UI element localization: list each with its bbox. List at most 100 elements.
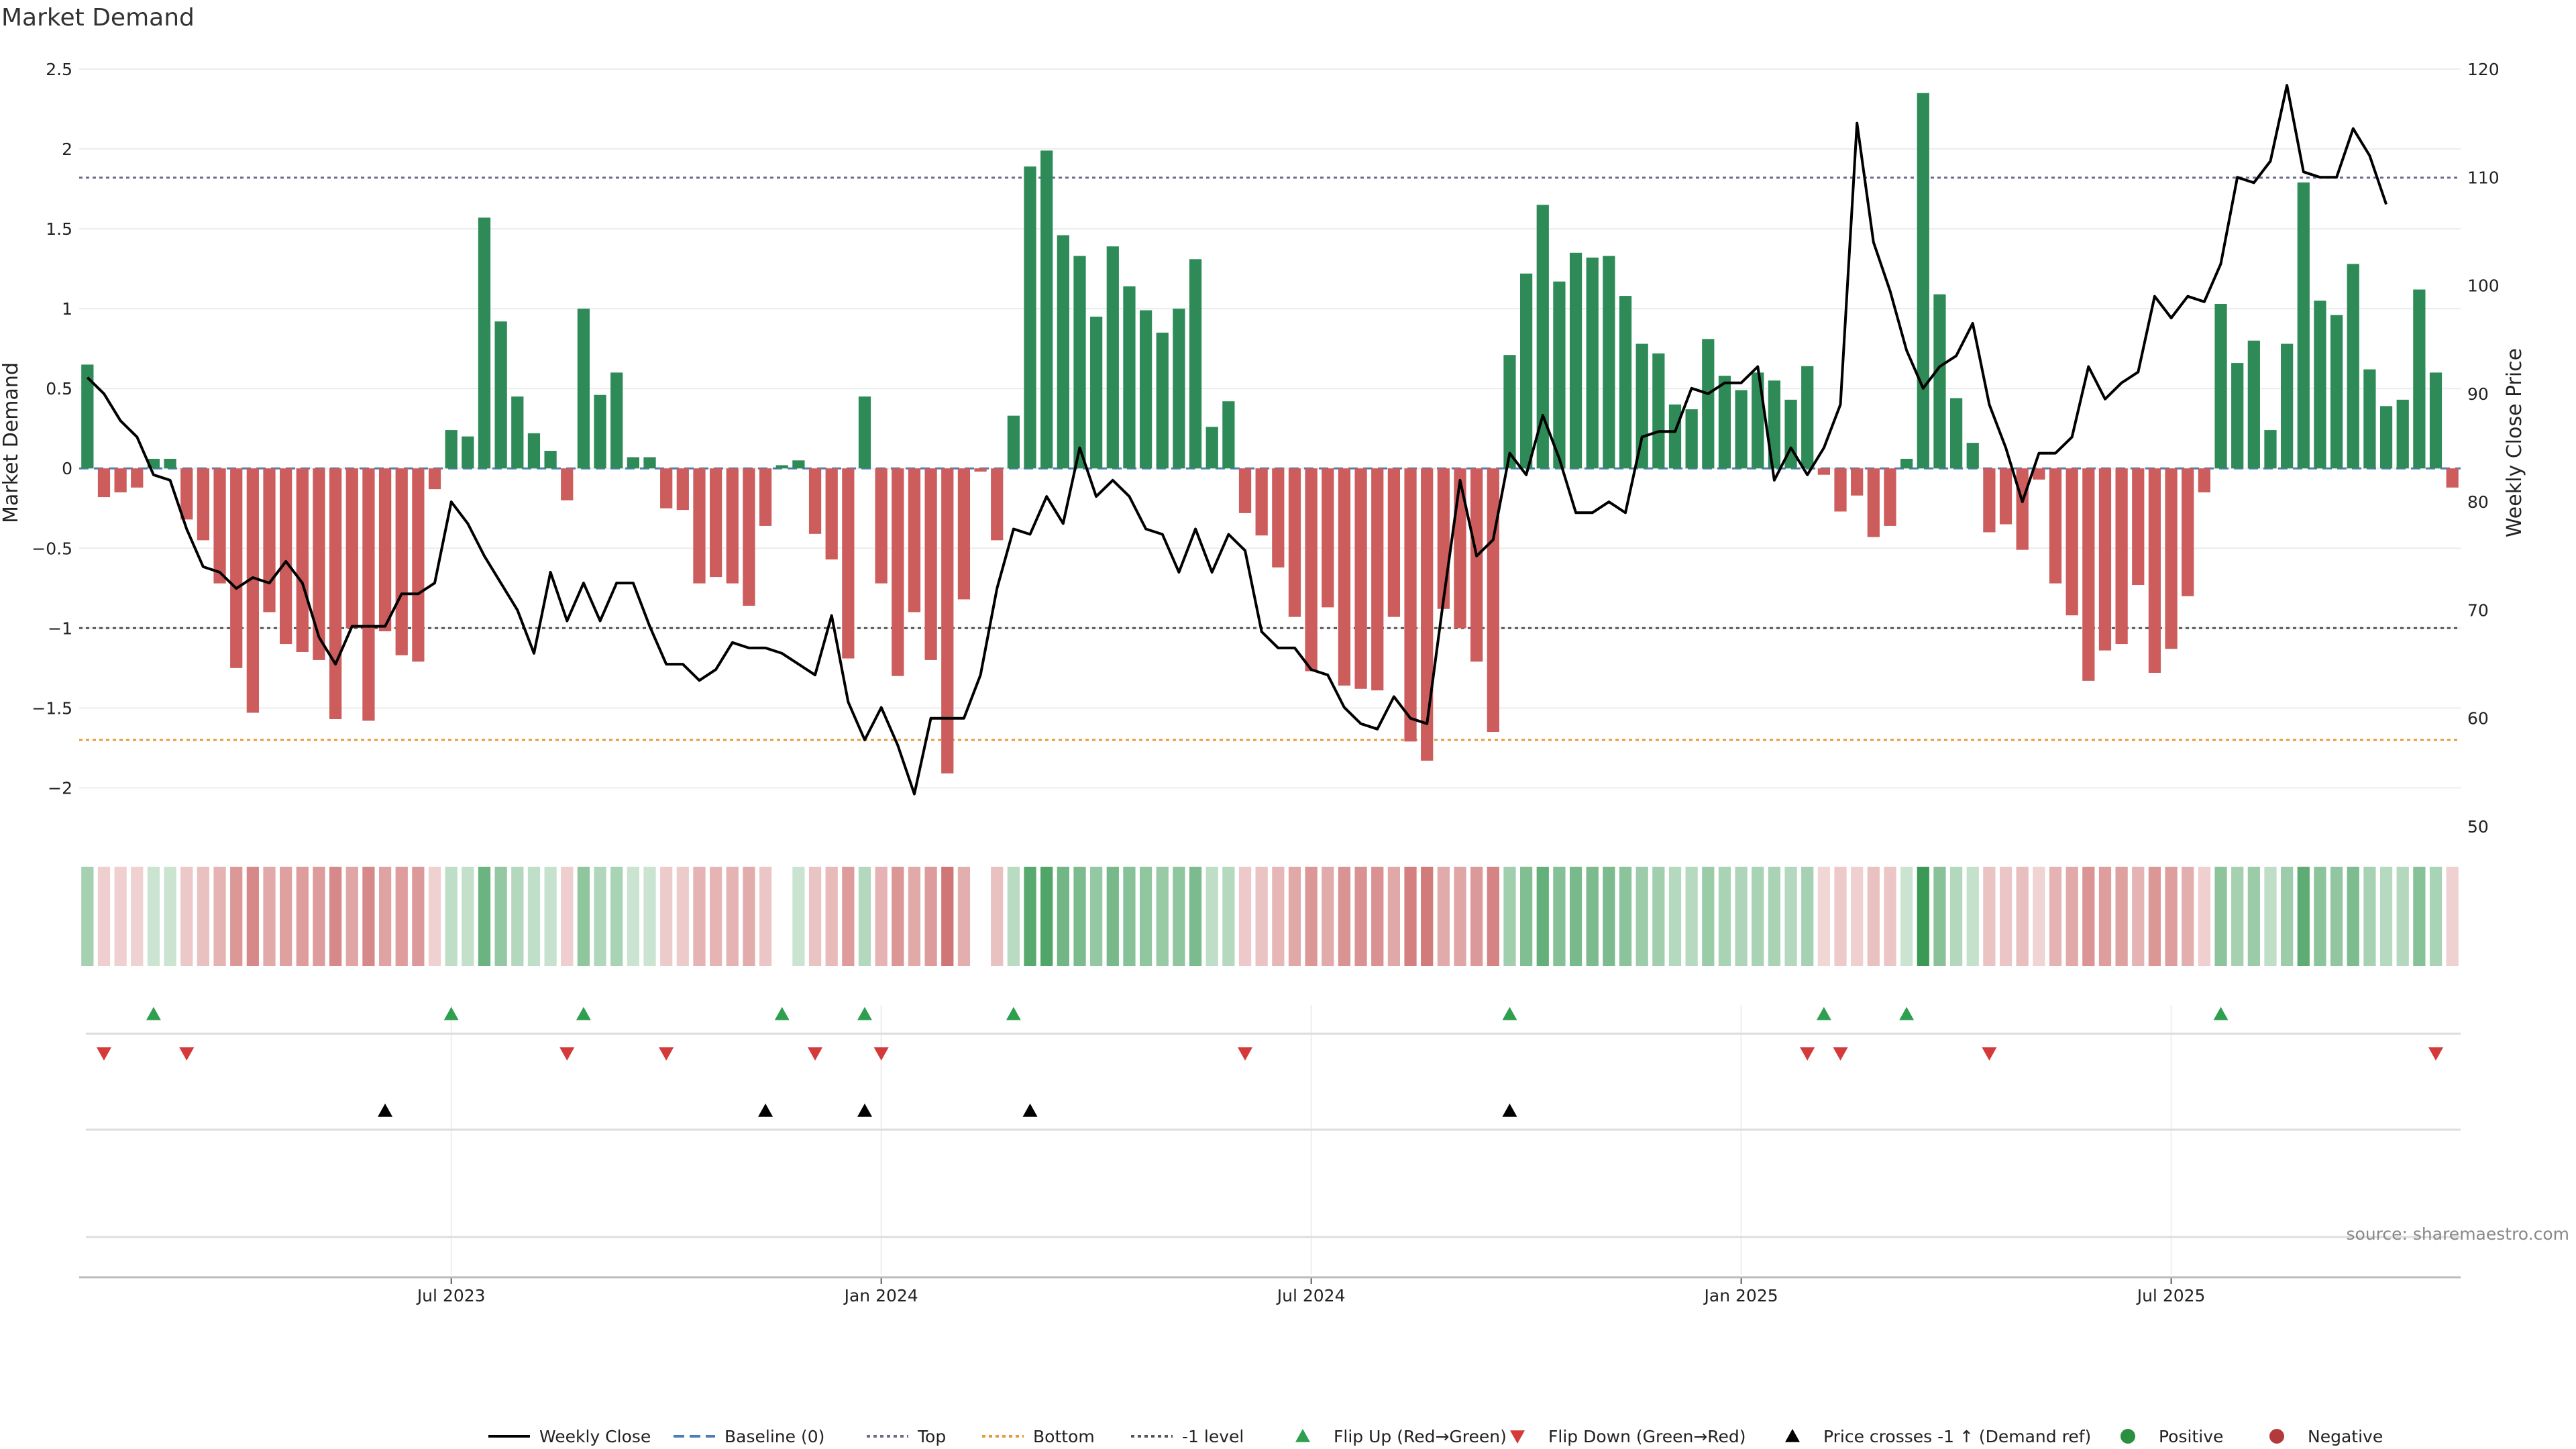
strength-cell [2082, 867, 2095, 966]
demand-bar [2379, 406, 2393, 469]
demand-bar [213, 468, 226, 584]
signal-panels [86, 1005, 2461, 1275]
strength-cell [1553, 867, 1566, 966]
legend-label: Flip Down (Green→Red) [1548, 1427, 1746, 1446]
strength-cell [1933, 867, 1946, 966]
right-y-axis: 120 110 100 90 80 70 60 50 [2467, 60, 2500, 837]
strength-cell [1288, 867, 1301, 966]
strength-cell [1007, 867, 1020, 966]
reference-lines [79, 176, 2461, 741]
price-cross-marker [1022, 1104, 1038, 1117]
legend-item-price-cross: Price crosses -1 ↑ (Demand ref) [1785, 1427, 2091, 1446]
demand-bar [2297, 182, 2310, 469]
strength-cell [1685, 867, 1698, 966]
strength-cell [610, 867, 623, 966]
strength-cell [2148, 867, 2161, 966]
price-series [86, 84, 2387, 796]
flip-up-marker [146, 1007, 161, 1020]
demand-bars [81, 93, 2459, 773]
demand-bar [1040, 150, 1053, 469]
demand-strength-strip [81, 867, 2459, 966]
strength-cell [924, 867, 937, 966]
legend-item-flip-up: Flip Up (Red→Green) [1295, 1427, 1507, 1446]
strength-cell [1106, 867, 1119, 966]
strength-cell [1371, 867, 1384, 966]
legend-label: Flip Up (Red→Green) [1334, 1427, 1507, 1446]
x-axis: Jul 2023 Jan 2024 Jul 2024 Jan 2025 Jul 2025 [79, 1276, 2461, 1305]
strength-cell [991, 867, 1004, 966]
strength-cell [2413, 867, 2426, 966]
left-tick-label: 0.5 [46, 379, 72, 398]
demand-bar [1553, 281, 1566, 469]
demand-bar [1371, 468, 1384, 691]
demand-bar [1404, 468, 1417, 742]
strength-cell [1305, 867, 1318, 966]
legend-label: Price crosses -1 ↑ (Demand ref) [1823, 1427, 2091, 1446]
demand-bar [743, 468, 755, 606]
flip-up-marker [2213, 1007, 2229, 1020]
demand-bar [428, 468, 441, 490]
demand-bar [2281, 343, 2294, 469]
demand-bar [230, 468, 243, 668]
strength-cell [1668, 867, 1682, 966]
strength-cell [577, 867, 590, 966]
demand-bar [660, 468, 673, 508]
strength-cell [2347, 867, 2359, 966]
demand-bar [908, 468, 921, 612]
demand-bar [577, 309, 590, 469]
strength-cell [1536, 867, 1549, 966]
strength-cell [395, 867, 408, 966]
strength-cell [2330, 867, 2343, 966]
strength-cell [1801, 867, 1814, 966]
demand-bar [1387, 468, 1401, 617]
strength-cell [908, 867, 921, 966]
strength-cell [280, 867, 292, 966]
legend: Weekly Close Baseline (0) Top Bottom -1 leve… [488, 1427, 2383, 1446]
demand-bar [1205, 427, 1218, 469]
grid-lines [79, 68, 2461, 789]
strength-cell [1073, 867, 1086, 966]
strength-cell [2264, 867, 2277, 966]
strength-cell [2198, 867, 2211, 966]
demand-bar [1354, 468, 1367, 689]
strength-cell [544, 867, 557, 966]
strength-cell [1949, 867, 1963, 966]
strength-cell [2379, 867, 2393, 966]
strength-cell [1487, 867, 1499, 966]
demand-bar [1735, 390, 1748, 469]
legend-item-positive: Positive [2121, 1427, 2223, 1446]
x-tick-label: Jul 2023 [416, 1286, 486, 1305]
flip-up-marker [774, 1007, 790, 1020]
legend-label: Top [917, 1427, 946, 1446]
strength-cell [1189, 867, 1202, 966]
strength-cell [345, 867, 358, 966]
strength-cell [726, 867, 739, 966]
demand-bar [1238, 468, 1252, 513]
flip-up-marker [443, 1007, 459, 1020]
left-tick-label: −0.5 [32, 539, 72, 558]
flip-up-marker [1816, 1007, 1831, 1020]
legend-label: Positive [2159, 1427, 2223, 1446]
flip-down-marker [1238, 1047, 1253, 1061]
strength-cell [1437, 867, 1450, 966]
demand-bar [1999, 468, 2012, 525]
strength-cell [1735, 867, 1748, 966]
flip-down-marker [1800, 1047, 1815, 1061]
demand-bar [2396, 399, 2409, 469]
flip-up-marker [1006, 1007, 1021, 1020]
demand-bar [2115, 468, 2128, 645]
strength-cell [114, 867, 127, 966]
strength-cell [478, 867, 491, 966]
demand-bar [792, 460, 805, 469]
demand-bar [2065, 468, 2078, 616]
strength-cell [759, 867, 772, 966]
demand-bar [610, 372, 623, 469]
demand-bar [2247, 340, 2260, 469]
demand-bar [1983, 468, 1996, 533]
demand-bar [1569, 252, 1582, 469]
flip-down-marker [1982, 1047, 1997, 1061]
demand-bar [2363, 369, 2376, 469]
strength-cell [2231, 867, 2244, 966]
demand-bar [676, 468, 689, 511]
demand-bar [1635, 343, 1648, 469]
